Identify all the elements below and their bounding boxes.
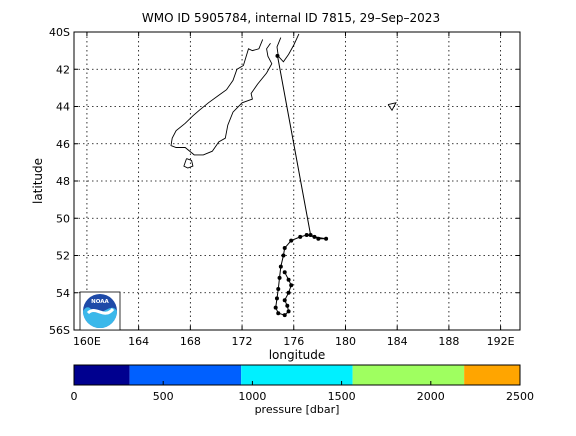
track-point xyxy=(312,234,317,239)
coastline xyxy=(387,102,397,112)
colorbar-tick-label: 500 xyxy=(153,390,174,403)
colorbar-tick-label: 0 xyxy=(71,390,78,403)
colorbar-label: pressure [dbar] xyxy=(255,403,340,416)
track-point xyxy=(286,290,291,295)
x-tick-label: 164 xyxy=(128,335,149,348)
track-point xyxy=(273,305,278,310)
coastlines xyxy=(170,33,397,169)
track-point xyxy=(298,234,303,239)
x-tick-label: 176 xyxy=(283,335,304,348)
colorbar-frame xyxy=(73,364,521,386)
y-axis-ticks: 40S 42 44 46 48 50 52 54 56S xyxy=(49,26,520,337)
colorbar-tick-label: 2000 xyxy=(417,390,445,403)
x-tick-label: 172 xyxy=(232,335,253,348)
colorbar-segment xyxy=(464,365,520,385)
y-axis-label: latitude xyxy=(31,158,45,204)
track-point xyxy=(304,233,309,238)
track-point xyxy=(282,270,287,275)
coastline xyxy=(276,37,282,57)
y-tick-label: 44 xyxy=(56,101,70,114)
track-point xyxy=(282,313,287,318)
colorbar-tick-label: 2500 xyxy=(506,390,534,403)
colorbar-segment xyxy=(352,365,465,385)
colorbar-ticks: 0 500 1000 1500 2000 2500 xyxy=(71,381,534,403)
float-track xyxy=(273,53,329,318)
track-point xyxy=(286,277,291,282)
coastline xyxy=(183,158,194,169)
x-tick-label: 180 xyxy=(335,335,356,348)
x-axis-label: longitude xyxy=(269,348,326,362)
x-tick-label: 184 xyxy=(387,335,408,348)
y-tick-label: 56S xyxy=(49,324,70,337)
track-point xyxy=(289,283,294,288)
track-point xyxy=(275,53,280,58)
graticule-grid xyxy=(74,32,520,330)
coastline xyxy=(277,33,300,63)
x-tick-label: 168 xyxy=(180,335,201,348)
noaa-logo: NOAA xyxy=(79,291,121,331)
track-line xyxy=(275,55,327,316)
pressure-colorbar xyxy=(74,365,520,385)
colorbar-tick-label: 1000 xyxy=(238,390,266,403)
y-tick-label: 48 xyxy=(56,175,70,188)
track-point xyxy=(286,309,291,314)
y-tick-label: 54 xyxy=(56,287,70,300)
y-tick-label: 50 xyxy=(56,212,70,225)
track-point xyxy=(274,296,279,301)
colorbar-segment xyxy=(129,365,242,385)
colorbar-segment xyxy=(241,365,353,385)
y-tick-label: 42 xyxy=(56,63,70,76)
x-tick-label: 192E xyxy=(487,335,515,348)
noaa-logo-text: NOAA xyxy=(91,299,109,305)
y-tick-label: 46 xyxy=(56,138,70,151)
x-tick-label: 188 xyxy=(438,335,459,348)
track-point xyxy=(276,311,281,316)
x-tick-label: 160E xyxy=(73,335,101,348)
colorbar-tick-label: 1500 xyxy=(328,390,356,403)
track-point xyxy=(277,275,282,280)
track-point xyxy=(289,238,294,243)
track-point xyxy=(276,287,281,292)
track-point xyxy=(281,253,286,258)
track-point xyxy=(308,233,313,238)
y-tick-label: 40S xyxy=(49,26,70,39)
track-point xyxy=(285,303,290,308)
map-title: WMO ID 5905784, internal ID 7815, 29–Sep… xyxy=(142,11,440,25)
track-point xyxy=(324,236,329,241)
colorbar-segment xyxy=(74,365,130,385)
track-point xyxy=(282,298,287,303)
y-tick-label: 52 xyxy=(56,250,70,263)
coastline xyxy=(170,39,273,156)
track-point xyxy=(316,236,321,241)
track-point xyxy=(278,264,283,269)
x-axis-ticks: 160E 164 168 172 176 180 184 188 192E xyxy=(73,32,515,348)
track-point xyxy=(282,246,287,251)
